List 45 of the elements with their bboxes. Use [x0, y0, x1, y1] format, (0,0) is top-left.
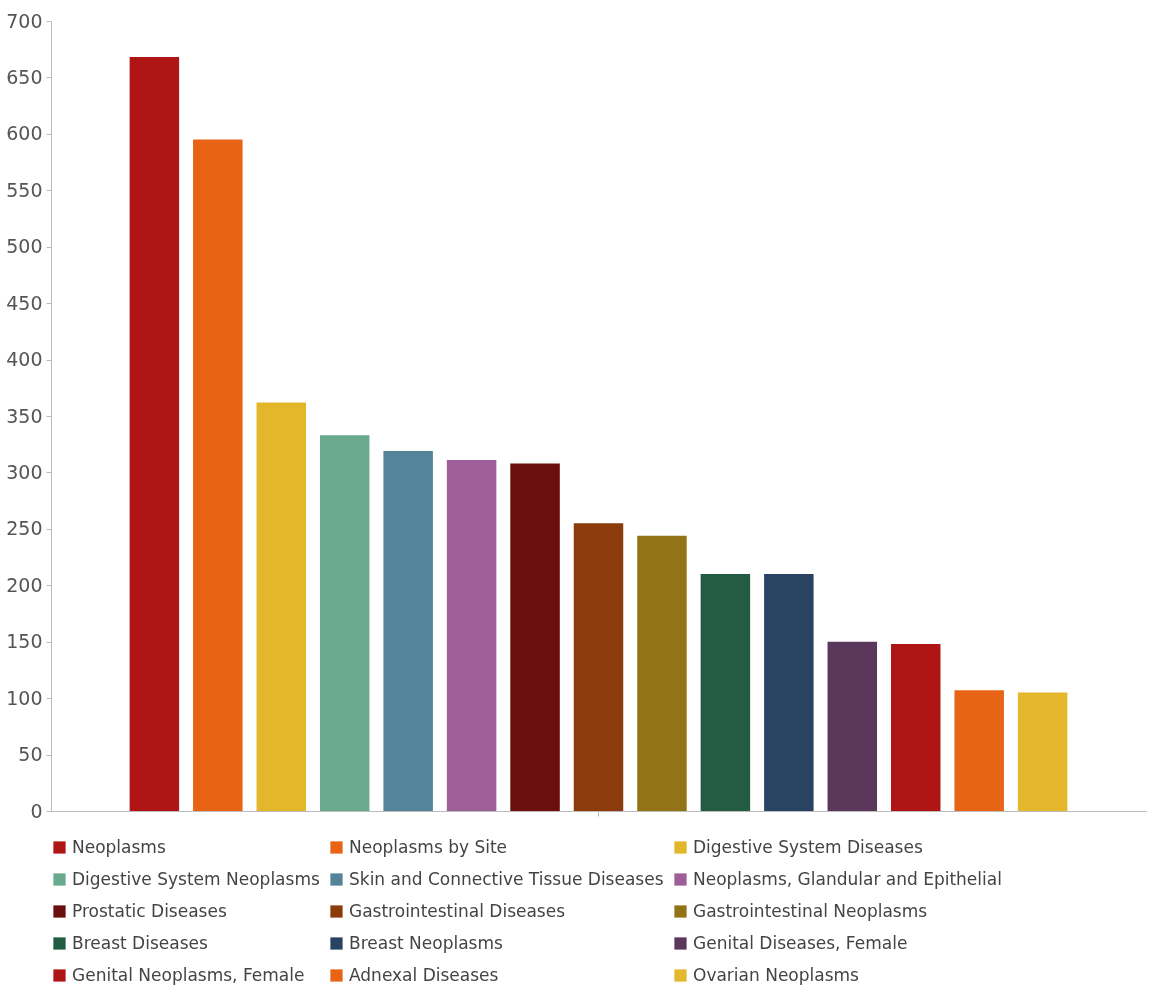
bar	[827, 641, 878, 811]
bar	[510, 463, 560, 811]
legend-label: Digestive System Neoplasms	[72, 868, 320, 889]
bar	[383, 450, 433, 811]
bar	[573, 523, 624, 811]
y-tick-label: 600	[6, 122, 43, 145]
legend-label: Neoplasms by Site	[349, 836, 508, 857]
bar	[129, 57, 180, 811]
y-tick-label: 650	[6, 65, 43, 88]
y-tick-label: 250	[6, 517, 43, 540]
legend-label: Digestive System Diseases	[693, 836, 923, 857]
y-tick-label: 150	[6, 630, 43, 653]
legend-label: Neoplasms, Glandular and Epithelial	[693, 868, 1002, 889]
y-tick-label: 350	[6, 404, 43, 427]
legend-label: Genital Neoplasms, Female	[72, 964, 305, 985]
legend-label: Genital Diseases, Female	[693, 932, 908, 953]
y-tick-label: 100	[6, 686, 43, 709]
legend-label: Adnexal Diseases	[349, 964, 499, 985]
bar	[319, 435, 370, 811]
bar	[637, 535, 687, 811]
legend-label: Neoplasms	[72, 836, 166, 857]
bar	[764, 574, 814, 811]
bar	[256, 402, 307, 811]
y-tick-label: 450	[6, 291, 43, 314]
legend-label: Gastrointestinal Diseases	[349, 900, 566, 921]
y-tick-label: 50	[18, 743, 43, 766]
y-tick-label: 400	[6, 348, 43, 371]
legend-label: Prostatic Diseases	[72, 900, 227, 921]
bar	[890, 643, 941, 811]
y-tick-label: 700	[6, 9, 43, 32]
y-tick-label: 200	[6, 573, 43, 596]
y-tick-label: 300	[6, 460, 43, 483]
bar	[954, 690, 1004, 811]
y-tick-label: 500	[6, 235, 43, 258]
bar	[193, 139, 243, 811]
legend-label: Breast Neoplasms	[349, 932, 504, 953]
legend-label: Ovarian Neoplasms	[693, 964, 860, 985]
legend-label: Skin and Connective Tissue Diseases	[349, 868, 664, 889]
y-tick-label: 550	[6, 178, 43, 201]
y-tick-label: 0	[30, 799, 43, 822]
bar	[1017, 692, 1068, 811]
legend-label: Gastrointestinal Neoplasms	[693, 900, 928, 921]
bar	[700, 574, 751, 811]
legend-label: Breast Diseases	[72, 932, 208, 953]
bar	[446, 460, 497, 811]
